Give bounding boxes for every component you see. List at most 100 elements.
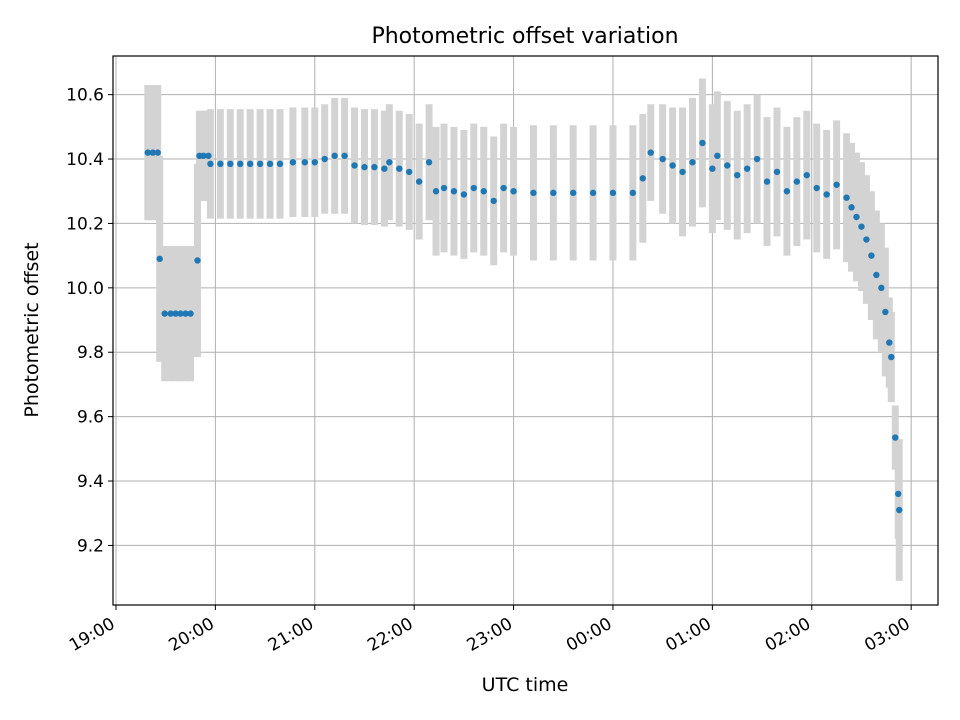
data-point — [639, 175, 646, 182]
data-point — [425, 159, 433, 166]
data-point — [266, 160, 274, 168]
data-point — [144, 149, 151, 156]
data-point — [679, 168, 686, 176]
data-point — [490, 197, 497, 205]
data-point — [724, 162, 731, 169]
data-point — [187, 310, 194, 317]
data-point — [500, 184, 507, 192]
data-point — [734, 171, 741, 179]
data-point — [589, 189, 597, 197]
y-tick-label: 10.4 — [66, 150, 104, 170]
data-point — [406, 168, 413, 176]
data-point — [669, 162, 676, 169]
data-point — [341, 152, 348, 160]
data-point — [833, 181, 840, 188]
data-point — [886, 339, 893, 346]
data-point — [396, 165, 403, 172]
data-point — [793, 178, 801, 185]
data-point — [609, 189, 617, 197]
data-point — [510, 188, 517, 195]
data-point — [858, 223, 865, 230]
data-point — [276, 160, 284, 168]
data-point — [331, 152, 338, 160]
data-point — [256, 160, 264, 168]
data-point — [450, 188, 458, 195]
data-point — [843, 194, 850, 201]
data-point — [161, 310, 168, 317]
data-point — [361, 163, 368, 171]
data-point — [177, 310, 184, 317]
data-point — [895, 490, 902, 498]
data-point — [783, 188, 791, 195]
data-point — [480, 188, 487, 195]
data-point — [873, 271, 880, 279]
data-point — [647, 149, 654, 156]
data-point — [289, 159, 297, 166]
plot-area-frame — [112, 55, 939, 606]
y-axis-label: Photometric offset — [21, 242, 43, 417]
data-point — [550, 189, 557, 197]
data-point — [460, 191, 468, 198]
data-point — [659, 155, 666, 163]
data-point — [882, 308, 889, 316]
data-point — [182, 310, 189, 317]
data-point — [853, 213, 860, 221]
data-point — [629, 189, 637, 197]
data-point — [172, 310, 179, 317]
data-point — [803, 171, 810, 179]
data-point — [167, 310, 174, 317]
data-point — [689, 159, 696, 166]
data-point — [351, 162, 358, 169]
data-point — [763, 178, 771, 185]
data-point — [381, 165, 388, 172]
y-axis: 9.2 9.4 9.6 9.8 10.0 10.2 10.4 10.6 — [66, 86, 113, 556]
data-point — [371, 163, 378, 171]
data-point — [888, 353, 895, 361]
data-point — [753, 155, 761, 163]
data-point — [207, 160, 214, 168]
y-tick-label: 10.2 — [66, 214, 104, 234]
chart-title: Photometric offset variation — [371, 24, 678, 49]
data-point — [194, 257, 201, 264]
data-point — [773, 168, 781, 176]
data-point — [440, 184, 448, 192]
y-tick-label: 10.0 — [66, 279, 104, 299]
data-point — [217, 160, 224, 168]
data-point — [227, 160, 234, 168]
data-point — [743, 165, 751, 172]
data-point — [863, 236, 870, 243]
data-point — [892, 434, 899, 441]
data-point — [205, 152, 212, 160]
data-point — [415, 178, 423, 185]
data-point — [823, 191, 830, 198]
data-point — [530, 189, 537, 197]
data-point — [813, 184, 820, 192]
data-point — [301, 159, 309, 166]
data-point — [154, 149, 161, 156]
data-point — [699, 139, 706, 147]
data-point — [896, 506, 903, 514]
data-point — [237, 160, 244, 168]
y-tick-label: 9.6 — [77, 408, 104, 428]
y-tick-label: 10.6 — [66, 86, 104, 106]
data-point — [878, 284, 885, 292]
data-point — [570, 189, 577, 197]
data-point — [848, 204, 855, 211]
data-point — [156, 255, 163, 263]
data-point — [149, 149, 156, 156]
data-point — [709, 165, 716, 172]
data-point — [386, 159, 393, 166]
y-tick-label: 9.4 — [77, 472, 104, 492]
x-axis-label: UTC time — [482, 674, 569, 696]
data-point — [432, 188, 440, 195]
y-tick-label: 9.8 — [77, 343, 104, 363]
data-point — [321, 155, 328, 163]
data-point — [246, 160, 254, 168]
data-point — [200, 152, 207, 160]
data-point — [714, 152, 721, 160]
data-point — [470, 184, 478, 192]
data-points — [144, 139, 903, 514]
y-tick-label: 9.2 — [77, 536, 104, 556]
